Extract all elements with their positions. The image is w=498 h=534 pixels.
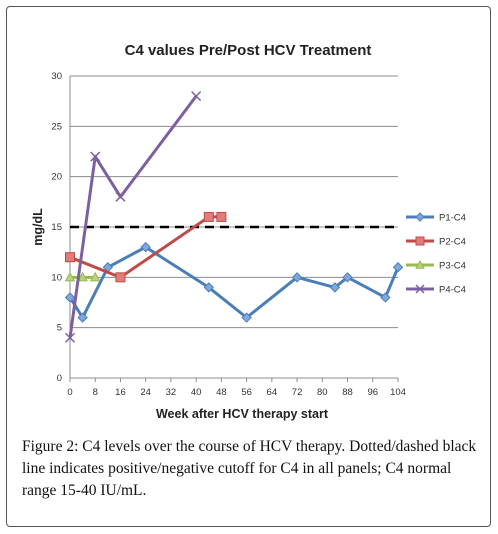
data-point xyxy=(77,271,88,282)
series-line xyxy=(69,215,222,279)
x-tick-label: 56 xyxy=(241,387,252,398)
grid-lines xyxy=(70,75,398,329)
data-point xyxy=(203,211,214,222)
x-tick-label: 8 xyxy=(93,387,98,398)
legend-item: P2-C4 xyxy=(406,236,466,248)
x-tick-label: 40 xyxy=(191,387,202,398)
legend-marker xyxy=(415,284,425,294)
y-tick-label: 10 xyxy=(51,272,62,283)
legend-item: P3-C4 xyxy=(406,259,466,272)
figure-caption: Figure 2: C4 levels over the course of H… xyxy=(22,436,484,502)
y-tick-label: 5 xyxy=(57,323,62,334)
caption-label: Figure 2: xyxy=(22,438,79,455)
y-tick-label: 0 xyxy=(57,373,62,384)
marker-stroke xyxy=(90,151,101,162)
series-p2-c4 xyxy=(65,211,227,283)
data-point xyxy=(140,241,151,253)
legend-label: P3-C4 xyxy=(439,261,466,272)
data-point xyxy=(77,312,88,323)
data-point xyxy=(64,332,76,343)
legend: P1-C4 P2-C4 P3-C4 P4-C4 xyxy=(406,212,466,296)
series-line xyxy=(68,245,400,320)
data-point xyxy=(342,272,353,283)
data-point xyxy=(65,252,75,263)
y-tick-label: 15 xyxy=(51,222,62,233)
legend-label: P4-C4 xyxy=(439,285,466,296)
legend-marker xyxy=(415,212,425,222)
tick-labels: 0 5 10 15 20 25 30 0 8 16 24 32 40 48 56 64 72 80 88 96 104 xyxy=(51,71,406,398)
x-tick-label: 0 xyxy=(67,387,72,398)
series-line xyxy=(68,95,198,338)
y-tick-label: 20 xyxy=(51,172,62,183)
caption-text: C4 levels over the course of HCV therapy… xyxy=(22,438,477,499)
legend-marker xyxy=(415,259,425,269)
data-point xyxy=(329,282,341,293)
legend-marker xyxy=(415,236,425,246)
data-point xyxy=(392,262,404,273)
x-axis-label: Week after HCV therapy start xyxy=(156,407,329,421)
series-p4-c4 xyxy=(64,91,202,343)
data-point xyxy=(90,151,101,162)
x-tick-label: 96 xyxy=(367,387,378,398)
data-point xyxy=(64,292,76,303)
series-group xyxy=(64,91,404,343)
legend-label: P2-C4 xyxy=(439,237,466,248)
data-point xyxy=(380,292,391,303)
data-point xyxy=(203,282,214,293)
marker-stroke xyxy=(64,332,76,343)
x-tick-label: 64 xyxy=(267,387,278,398)
chart: C4 values Pre/Post HCV Treatment mg/dL W… xyxy=(31,42,466,421)
series-p1-c4 xyxy=(64,241,404,323)
data-point xyxy=(89,271,101,282)
data-point xyxy=(115,272,126,283)
marker-stroke xyxy=(191,91,202,102)
legend-label: P1-C4 xyxy=(439,213,466,224)
marker-stroke xyxy=(115,191,126,202)
legend-item: P4-C4 xyxy=(406,284,466,296)
x-tick-label: 32 xyxy=(166,387,177,398)
marker-stroke xyxy=(415,284,425,294)
x-tick-label: 104 xyxy=(390,387,406,398)
x-tick-label: 16 xyxy=(115,387,126,398)
x-tick-label: 80 xyxy=(317,387,328,398)
x-tick-label: 48 xyxy=(216,387,227,398)
y-tick-label: 30 xyxy=(51,71,62,82)
x-tick-label: 24 xyxy=(140,387,151,398)
y-axis-label: mg/dL xyxy=(31,208,45,246)
data-point xyxy=(216,211,227,222)
legend-item: P1-C4 xyxy=(406,212,466,224)
data-point xyxy=(64,271,76,282)
data-point xyxy=(241,312,252,323)
data-point xyxy=(291,272,303,283)
x-tick-label: 72 xyxy=(292,387,303,398)
x-tick-label: 88 xyxy=(342,387,353,398)
y-tick-label: 25 xyxy=(51,121,62,132)
data-point xyxy=(191,91,202,102)
chart-title: C4 values Pre/Post HCV Treatment xyxy=(125,42,372,59)
data-point xyxy=(115,191,126,202)
series-p3-c4 xyxy=(64,271,101,282)
